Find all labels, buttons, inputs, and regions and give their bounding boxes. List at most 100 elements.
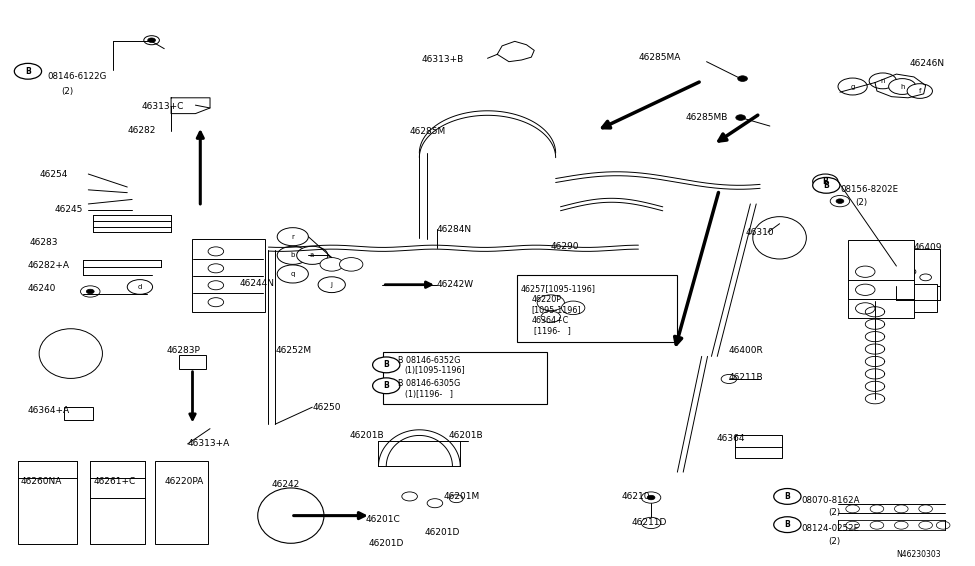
Text: 08156-8202E: 08156-8202E bbox=[839, 185, 898, 194]
Circle shape bbox=[888, 79, 916, 95]
Circle shape bbox=[894, 521, 908, 529]
Text: 46283: 46283 bbox=[30, 238, 58, 247]
Text: 46260NA: 46260NA bbox=[20, 477, 61, 486]
Bar bbox=[154, 461, 208, 544]
Circle shape bbox=[208, 247, 223, 256]
Text: (2): (2) bbox=[855, 198, 868, 207]
Text: 46211B: 46211B bbox=[729, 373, 763, 382]
Circle shape bbox=[541, 311, 561, 323]
Circle shape bbox=[738, 76, 748, 82]
Circle shape bbox=[902, 268, 916, 276]
Text: 46240: 46240 bbox=[28, 284, 57, 293]
Circle shape bbox=[372, 378, 400, 394]
Text: B: B bbox=[383, 381, 389, 391]
Text: b: b bbox=[291, 252, 295, 258]
Text: 46285MB: 46285MB bbox=[685, 113, 727, 122]
Text: 46364+A: 46364+A bbox=[28, 405, 70, 414]
Circle shape bbox=[918, 521, 932, 529]
Circle shape bbox=[870, 505, 883, 513]
Circle shape bbox=[277, 246, 308, 264]
Circle shape bbox=[449, 495, 463, 503]
Circle shape bbox=[870, 521, 883, 529]
Text: 46242: 46242 bbox=[271, 480, 299, 489]
Text: 46201D: 46201D bbox=[424, 528, 459, 537]
Text: 46242W: 46242W bbox=[437, 280, 474, 289]
Text: B: B bbox=[823, 177, 828, 186]
Circle shape bbox=[427, 499, 443, 508]
Text: B: B bbox=[785, 520, 791, 529]
Circle shape bbox=[907, 84, 932, 98]
Text: 46400R: 46400R bbox=[729, 346, 763, 355]
Circle shape bbox=[894, 505, 908, 513]
Circle shape bbox=[845, 505, 859, 513]
Text: h: h bbox=[900, 84, 905, 89]
Text: B: B bbox=[824, 181, 829, 190]
Text: (1)[1196-   ]: (1)[1196- ] bbox=[405, 390, 452, 398]
Circle shape bbox=[277, 228, 308, 246]
Circle shape bbox=[869, 73, 896, 89]
Text: (2): (2) bbox=[61, 87, 73, 96]
Bar bbox=[517, 275, 678, 342]
Circle shape bbox=[647, 495, 655, 500]
Circle shape bbox=[208, 264, 223, 273]
Circle shape bbox=[87, 289, 95, 294]
Text: N46230303: N46230303 bbox=[896, 550, 941, 559]
Text: 46364+C: 46364+C bbox=[531, 316, 568, 325]
Circle shape bbox=[277, 265, 308, 283]
Circle shape bbox=[813, 177, 839, 193]
Bar bbox=[896, 249, 940, 286]
Text: 46285M: 46285M bbox=[410, 127, 446, 136]
Text: B 08146-6305G: B 08146-6305G bbox=[398, 379, 460, 388]
Circle shape bbox=[339, 258, 363, 271]
Circle shape bbox=[128, 280, 152, 294]
Text: (2): (2) bbox=[829, 508, 840, 517]
Circle shape bbox=[537, 295, 565, 311]
Circle shape bbox=[936, 521, 950, 529]
Text: 46201B: 46201B bbox=[349, 431, 384, 440]
Circle shape bbox=[372, 357, 400, 373]
Text: 46254: 46254 bbox=[40, 170, 68, 178]
Circle shape bbox=[845, 521, 859, 529]
Text: 08070-8162A: 08070-8162A bbox=[801, 496, 860, 505]
Text: 46285MA: 46285MA bbox=[639, 53, 681, 62]
Text: B 08146-6352G: B 08146-6352G bbox=[398, 356, 460, 365]
Bar bbox=[735, 435, 782, 458]
Circle shape bbox=[642, 492, 661, 503]
Circle shape bbox=[919, 274, 931, 281]
Ellipse shape bbox=[753, 217, 806, 259]
Text: 46409: 46409 bbox=[914, 243, 943, 252]
Text: 46201M: 46201M bbox=[444, 492, 480, 501]
Text: 46313+C: 46313+C bbox=[142, 102, 184, 112]
Text: J: J bbox=[331, 282, 332, 288]
Circle shape bbox=[774, 517, 801, 533]
Text: 46201B: 46201B bbox=[448, 431, 484, 440]
Circle shape bbox=[813, 174, 838, 188]
Circle shape bbox=[736, 115, 746, 121]
Circle shape bbox=[81, 286, 100, 297]
Text: 46284N: 46284N bbox=[437, 225, 472, 234]
Text: 46220P: 46220P bbox=[531, 295, 562, 305]
Text: 46252M: 46252M bbox=[275, 346, 311, 355]
Text: d: d bbox=[137, 284, 142, 290]
Circle shape bbox=[838, 78, 867, 95]
Circle shape bbox=[642, 517, 661, 529]
Bar bbox=[383, 353, 547, 404]
Bar bbox=[64, 407, 94, 419]
Text: B: B bbox=[383, 361, 389, 370]
Text: (2): (2) bbox=[829, 537, 840, 546]
Bar bbox=[847, 240, 914, 318]
Text: 46290: 46290 bbox=[551, 242, 579, 251]
Circle shape bbox=[144, 36, 159, 45]
Text: 46201C: 46201C bbox=[366, 514, 401, 524]
Text: 46282: 46282 bbox=[128, 126, 156, 135]
Text: 08124-0252E: 08124-0252E bbox=[801, 524, 859, 533]
Text: f: f bbox=[918, 88, 921, 94]
Text: 46257[1095-1196]: 46257[1095-1196] bbox=[521, 284, 596, 293]
Text: 46220PA: 46220PA bbox=[164, 477, 204, 486]
Text: (1)[1095-1196]: (1)[1095-1196] bbox=[405, 366, 465, 375]
Text: [1196-   ]: [1196- ] bbox=[534, 327, 571, 336]
Circle shape bbox=[296, 246, 328, 264]
Text: n: n bbox=[880, 78, 885, 84]
Circle shape bbox=[855, 303, 875, 314]
Circle shape bbox=[722, 375, 737, 384]
